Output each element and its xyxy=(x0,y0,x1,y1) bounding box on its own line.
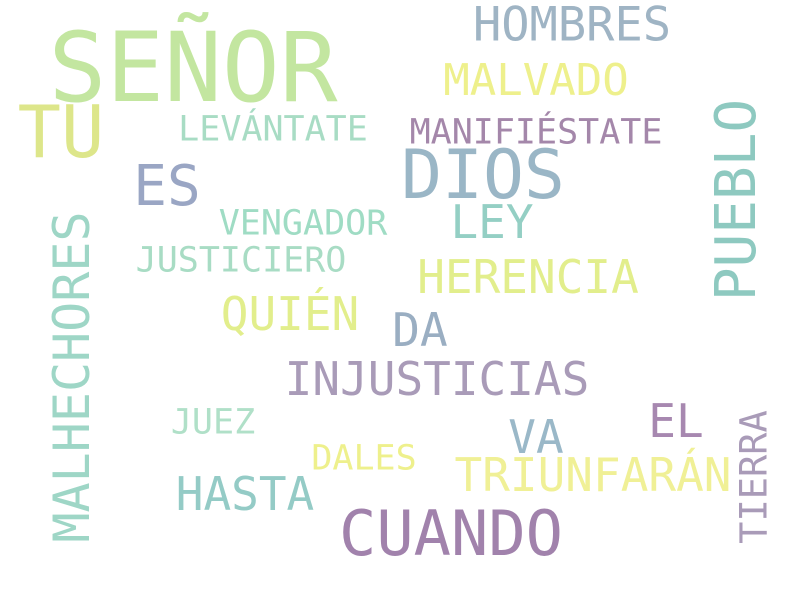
word-dios: DIOS xyxy=(401,136,565,215)
word-cuando: CUANDO xyxy=(339,497,563,570)
word-da: DA xyxy=(392,303,448,357)
word-tu: TU xyxy=(17,90,105,174)
word-ley: LEY xyxy=(450,195,534,249)
word-hasta: HASTA xyxy=(175,467,315,521)
word-dales: DALES xyxy=(311,438,417,479)
word-malvado: MALVADO xyxy=(443,55,629,106)
word-pueblo: PUEBLO xyxy=(704,98,769,302)
word-tierra: TIERRA xyxy=(732,410,776,544)
word-injusticias: INJUSTICIAS xyxy=(284,352,590,406)
word-justiciero: JUSTICIERO xyxy=(135,240,347,281)
word-herencia: HERENCIA xyxy=(417,250,639,304)
word-quien: QUIÉN xyxy=(220,287,360,341)
word-es: ES xyxy=(133,154,201,219)
word-manifiestate: MANIFIÉSTATE xyxy=(409,112,663,153)
word-triunfaran: TRIUNFARÁN xyxy=(454,448,732,502)
word-vengador: VENGADOR xyxy=(218,203,388,244)
word-hombres: HOMBRES xyxy=(472,0,672,53)
word-malhechores: MALHECHORES xyxy=(43,211,101,543)
word-el: EL xyxy=(648,394,704,448)
word-juez: JUEZ xyxy=(170,402,256,443)
word-va: VA xyxy=(508,410,564,464)
word-senor: SEÑOR xyxy=(48,12,338,124)
word-levantate: LEVÁNTATE xyxy=(178,109,368,150)
